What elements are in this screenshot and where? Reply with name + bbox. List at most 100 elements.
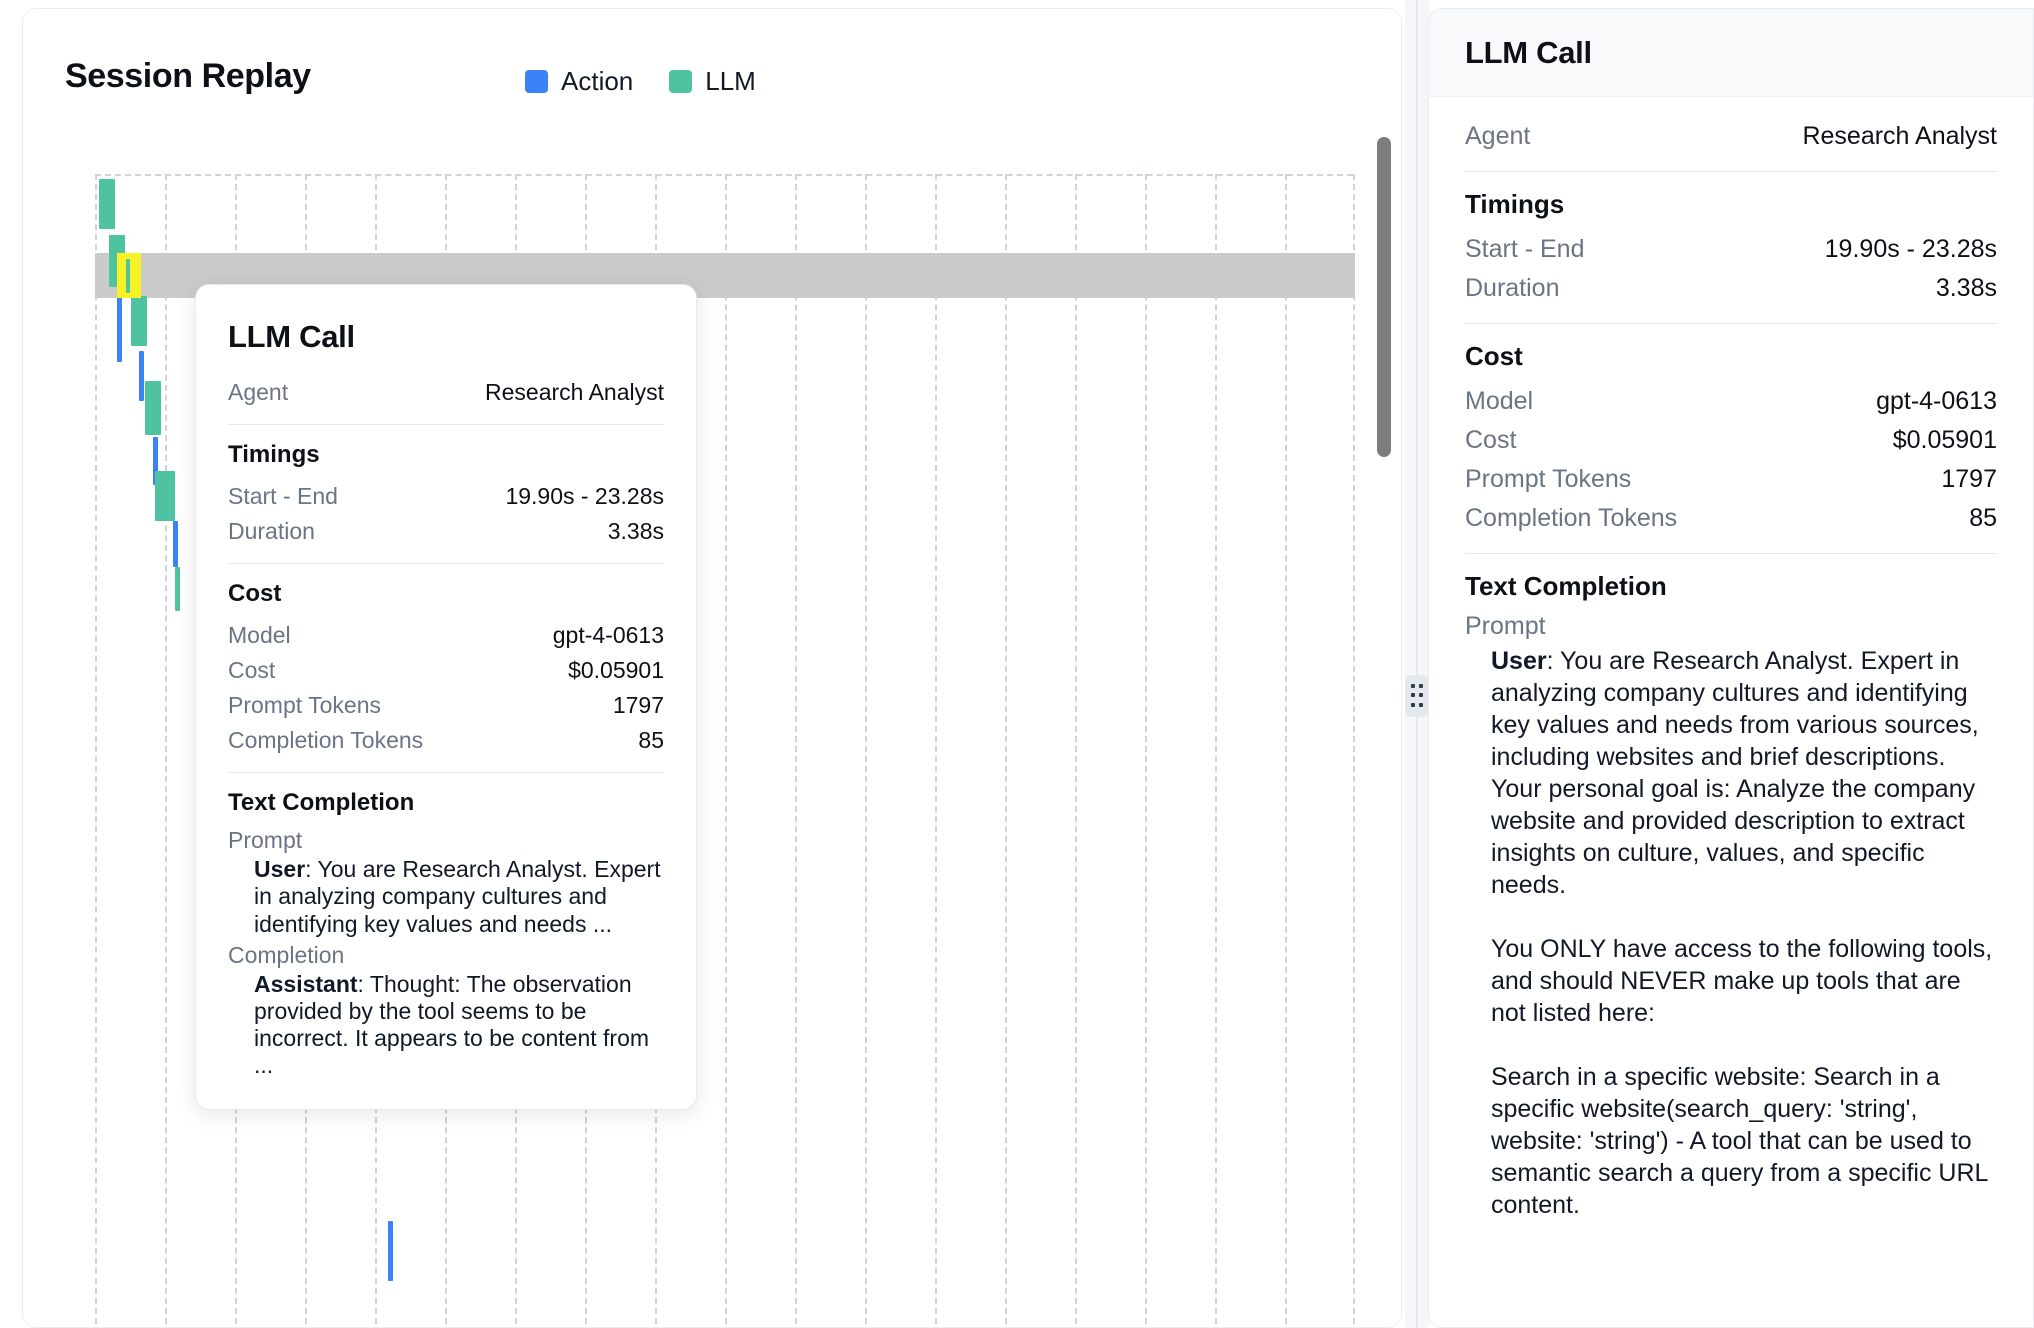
details-duration-row: Duration 3.38s xyxy=(1465,269,1997,308)
tooltip-prompt-role: User xyxy=(254,856,306,883)
tooltip-start-end-value: 19.90s - 23.28s xyxy=(505,483,664,510)
gridline-12 xyxy=(935,174,937,1327)
gridline-11 xyxy=(865,174,867,1327)
gridline-13 xyxy=(1005,174,1007,1327)
details-agent-label: Agent xyxy=(1465,122,1531,150)
details-prompt-tokens-label: Prompt Tokens xyxy=(1465,465,1632,493)
tooltip-duration-value: 3.38s xyxy=(607,518,664,545)
tooltip-model-row: Model gpt-4-0613 xyxy=(228,618,664,653)
details-cost-value: $0.05901 xyxy=(1892,426,1997,454)
tooltip-completion-tokens-row: Completion Tokens 85 xyxy=(228,723,664,758)
tooltip-completion-label: Completion xyxy=(228,941,345,968)
timeline-bar-llm-8[interactable] xyxy=(155,471,175,521)
timeline-bar-action-9[interactable] xyxy=(173,521,178,567)
legend-label-llm: LLM xyxy=(705,66,756,96)
tooltip-cost-heading: Cost xyxy=(228,580,282,608)
details-start-end-value: 19.90s - 23.28s xyxy=(1824,235,1997,263)
details-text-completion-heading: Text Completion xyxy=(1465,571,1667,601)
timeline-bar-llm-10[interactable] xyxy=(175,567,180,611)
tooltip-agent-label: Agent xyxy=(228,379,289,405)
legend-item-llm[interactable]: LLM xyxy=(669,66,756,97)
details-agent-value: Research Analyst xyxy=(1802,122,1997,150)
details-panel-body: Agent Research Analyst Timings Start - E… xyxy=(1429,97,2033,1221)
tooltip-completion-role: Assistant xyxy=(254,970,358,997)
splitter-drag-handle-icon[interactable] xyxy=(1405,675,1429,717)
tooltip-start-end-label: Start - End xyxy=(228,483,338,510)
details-cost-row: Cost $0.05901 xyxy=(1465,421,1997,460)
llm-swatch-icon xyxy=(669,70,693,93)
details-prompt-message: User: You are Research Analyst. Expert i… xyxy=(1465,645,1997,1221)
left-panel-header: Session Replay Action LLM xyxy=(23,9,1401,129)
tooltip-duration-label: Duration xyxy=(228,518,315,545)
details-prompt-tokens-row: Prompt Tokens 1797 xyxy=(1465,460,1997,499)
tooltip-prompt-label: Prompt xyxy=(228,827,303,854)
tooltip-start-end-row: Start - End 19.90s - 23.28s xyxy=(228,479,664,514)
panel-splitter[interactable] xyxy=(1405,0,1429,1328)
tooltip-title: LLM Call xyxy=(228,319,355,354)
gridline-14 xyxy=(1075,174,1077,1327)
timeline-top-axis xyxy=(95,174,1353,176)
details-completion-tokens-row: Completion Tokens 85 xyxy=(1465,499,1997,538)
tooltip-completion-tokens-value: 85 xyxy=(638,727,664,754)
timeline-bar-llm-6[interactable] xyxy=(145,381,161,435)
details-start-end-label: Start - End xyxy=(1465,235,1585,263)
gridline-10 xyxy=(795,174,797,1327)
legend-label-action: Action xyxy=(561,66,634,96)
gridline-0 xyxy=(95,174,97,1327)
tooltip-divider-2 xyxy=(228,563,664,565)
legend-item-action[interactable]: Action xyxy=(525,66,633,97)
details-duration-label: Duration xyxy=(1465,274,1560,302)
tooltip-agent-value: Research Analyst xyxy=(485,379,664,405)
tooltip-text-completion-heading: Text Completion xyxy=(228,789,415,817)
tooltip-prompt-tokens-label: Prompt Tokens xyxy=(228,692,381,719)
tooltip-prompt-tokens-row: Prompt Tokens 1797 xyxy=(228,688,664,723)
details-panel-header: LLM Call xyxy=(1429,9,2033,97)
timeline-bar-action-7[interactable] xyxy=(153,437,158,485)
details-divider-3 xyxy=(1465,553,1997,554)
gridline-15 xyxy=(1145,174,1147,1327)
details-completion-tokens-value: 85 xyxy=(1969,504,1997,532)
details-prompt-role: User xyxy=(1491,647,1547,675)
details-divider-2 xyxy=(1465,323,1997,324)
details-agent-row: Agent Research Analyst xyxy=(1465,117,1997,156)
details-cost-heading: Cost xyxy=(1465,341,1523,371)
details-title: LLM Call xyxy=(1465,34,1592,70)
tooltip-prompt-text: : You are Research Analyst. Expert in an… xyxy=(254,856,661,937)
tooltip-cost-label: Cost xyxy=(228,657,276,684)
tooltip-completion-message: Assistant: Thought: The observation prov… xyxy=(228,971,664,1080)
gridline-17 xyxy=(1285,174,1287,1327)
details-prompt-label: Prompt xyxy=(1465,612,1546,640)
timeline-scrollbar[interactable] xyxy=(1373,9,1395,1327)
timeline-scrollbar-thumb[interactable] xyxy=(1377,137,1391,457)
tooltip-cost-row: Cost $0.05901 xyxy=(228,653,664,688)
gridline-9 xyxy=(725,174,727,1327)
tooltip-cost-value: $0.05901 xyxy=(568,657,664,684)
details-model-label: Model xyxy=(1465,387,1534,415)
llm-call-details-panel: LLM Call Agent Research Analyst Timings … xyxy=(1428,8,2034,1328)
details-prompt-text: : You are Research Analyst. Expert in an… xyxy=(1491,647,1993,1219)
details-start-end-row: Start - End 19.90s - 23.28s xyxy=(1465,230,1997,269)
details-completion-tokens-label: Completion Tokens xyxy=(1465,504,1678,532)
tooltip-divider-1 xyxy=(228,424,664,426)
tooltip-model-value: gpt-4-0613 xyxy=(552,622,664,649)
timeline-bar-llm-0[interactable] xyxy=(99,179,115,229)
tooltip-divider-3 xyxy=(228,772,664,774)
details-timings-heading: Timings xyxy=(1465,189,1565,219)
page-title: Session Replay xyxy=(65,57,311,95)
session-replay-panel: Session Replay Action LLM LL xyxy=(22,8,1402,1328)
timeline-bar-llm-4[interactable] xyxy=(131,296,147,346)
details-duration-value: 3.38s xyxy=(1935,274,1997,302)
timeline-bar-action-11[interactable] xyxy=(388,1221,393,1281)
gridline-16 xyxy=(1215,174,1217,1327)
gridline-1 xyxy=(165,174,167,1327)
tooltip-completion-text: : Thought: The observation provided by t… xyxy=(254,970,650,1079)
timeline-bar-action-5[interactable] xyxy=(139,351,144,401)
tooltip-prompt-message: User: You are Research Analyst. Expert i… xyxy=(228,856,664,937)
timeline-bar-action-2[interactable] xyxy=(117,296,122,362)
details-divider-1 xyxy=(1465,171,1997,172)
details-cost-label: Cost xyxy=(1465,426,1517,454)
details-prompt-tokens-value: 1797 xyxy=(1941,465,1997,493)
action-swatch-icon xyxy=(525,70,548,93)
tooltip-prompt-tokens-value: 1797 xyxy=(612,692,664,719)
